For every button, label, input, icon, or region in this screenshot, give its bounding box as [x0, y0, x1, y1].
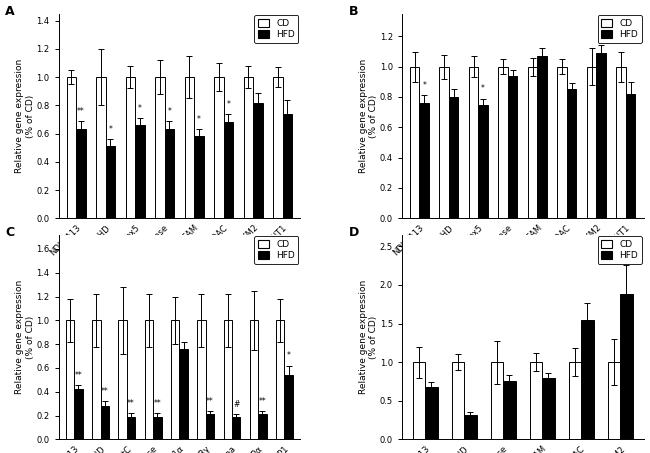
Bar — [596, 53, 606, 218]
Bar — [283, 114, 292, 218]
Text: *: * — [109, 125, 112, 134]
Bar — [224, 122, 233, 218]
Bar — [67, 77, 76, 218]
Bar — [616, 67, 626, 218]
Text: **: ** — [259, 397, 266, 406]
Bar — [503, 381, 515, 439]
Bar — [214, 77, 224, 218]
Text: A: A — [5, 5, 15, 19]
Y-axis label: Relative gene expression
(% of CD): Relative gene expression (% of CD) — [359, 280, 378, 394]
Y-axis label: Relative gene expression
(% of CD): Relative gene expression (% of CD) — [16, 59, 35, 173]
Bar — [155, 77, 164, 218]
Bar — [542, 378, 554, 439]
Bar — [171, 320, 179, 439]
Bar — [581, 320, 593, 439]
Bar — [626, 94, 635, 218]
Bar — [153, 417, 161, 439]
Bar — [253, 102, 263, 218]
Text: *: * — [197, 115, 201, 124]
Bar — [499, 67, 508, 218]
Text: **: ** — [101, 387, 109, 396]
Bar — [469, 67, 478, 218]
Bar — [76, 130, 86, 218]
Bar — [410, 67, 419, 218]
Bar — [224, 320, 232, 439]
Bar — [530, 362, 542, 439]
Bar — [179, 349, 188, 439]
Bar — [205, 414, 214, 439]
Bar — [96, 77, 106, 218]
Bar — [419, 103, 429, 218]
Bar — [92, 320, 101, 439]
Bar — [439, 67, 449, 218]
Text: **: ** — [206, 397, 214, 406]
Bar — [285, 375, 293, 439]
Bar — [425, 387, 437, 439]
Bar — [558, 67, 567, 218]
Text: *: * — [422, 82, 426, 90]
Text: *: * — [481, 84, 485, 93]
Bar — [587, 67, 596, 218]
Legend: CD, HFD: CD, HFD — [254, 15, 298, 43]
Legend: CD, HFD: CD, HFD — [597, 15, 642, 43]
Text: *: * — [287, 352, 291, 361]
Bar — [127, 417, 135, 439]
Bar — [125, 77, 135, 218]
Bar — [620, 294, 632, 439]
Bar — [464, 415, 476, 439]
Text: *: * — [138, 104, 142, 113]
Text: **: ** — [127, 399, 135, 408]
Legend: CD, HFD: CD, HFD — [254, 236, 298, 264]
Bar — [118, 320, 127, 439]
Bar — [449, 97, 458, 218]
Bar — [74, 390, 83, 439]
Text: **: ** — [75, 371, 83, 380]
Bar — [66, 320, 74, 439]
Bar — [508, 76, 517, 218]
Bar — [452, 362, 464, 439]
Bar — [413, 362, 425, 439]
Bar — [478, 105, 488, 218]
Bar — [101, 406, 109, 439]
Text: C: C — [5, 226, 14, 240]
Bar — [491, 362, 503, 439]
Bar — [135, 125, 144, 218]
Bar — [528, 67, 538, 218]
Text: *: * — [226, 100, 230, 109]
Bar — [164, 130, 174, 218]
Bar — [194, 136, 203, 218]
Text: **: ** — [153, 399, 161, 408]
Text: **: ** — [77, 107, 84, 116]
Bar — [145, 320, 153, 439]
Bar — [273, 77, 283, 218]
Bar — [232, 417, 240, 439]
Y-axis label: Relative gene expression
(% of CD): Relative gene expression (% of CD) — [16, 280, 35, 394]
Bar — [608, 362, 620, 439]
Text: #: # — [233, 400, 239, 410]
Bar — [258, 414, 266, 439]
Bar — [244, 77, 253, 218]
Bar — [250, 320, 258, 439]
Legend: CD, HFD: CD, HFD — [597, 236, 642, 264]
Bar — [197, 320, 205, 439]
Text: B: B — [348, 5, 358, 19]
Y-axis label: Relative gene expression
(% of CD): Relative gene expression (% of CD) — [359, 59, 378, 173]
Bar — [567, 89, 577, 218]
Bar — [538, 56, 547, 218]
Bar — [569, 362, 581, 439]
Bar — [276, 320, 285, 439]
Bar — [106, 146, 115, 218]
Text: D: D — [348, 226, 359, 240]
Text: *: * — [168, 107, 172, 116]
Bar — [185, 77, 194, 218]
